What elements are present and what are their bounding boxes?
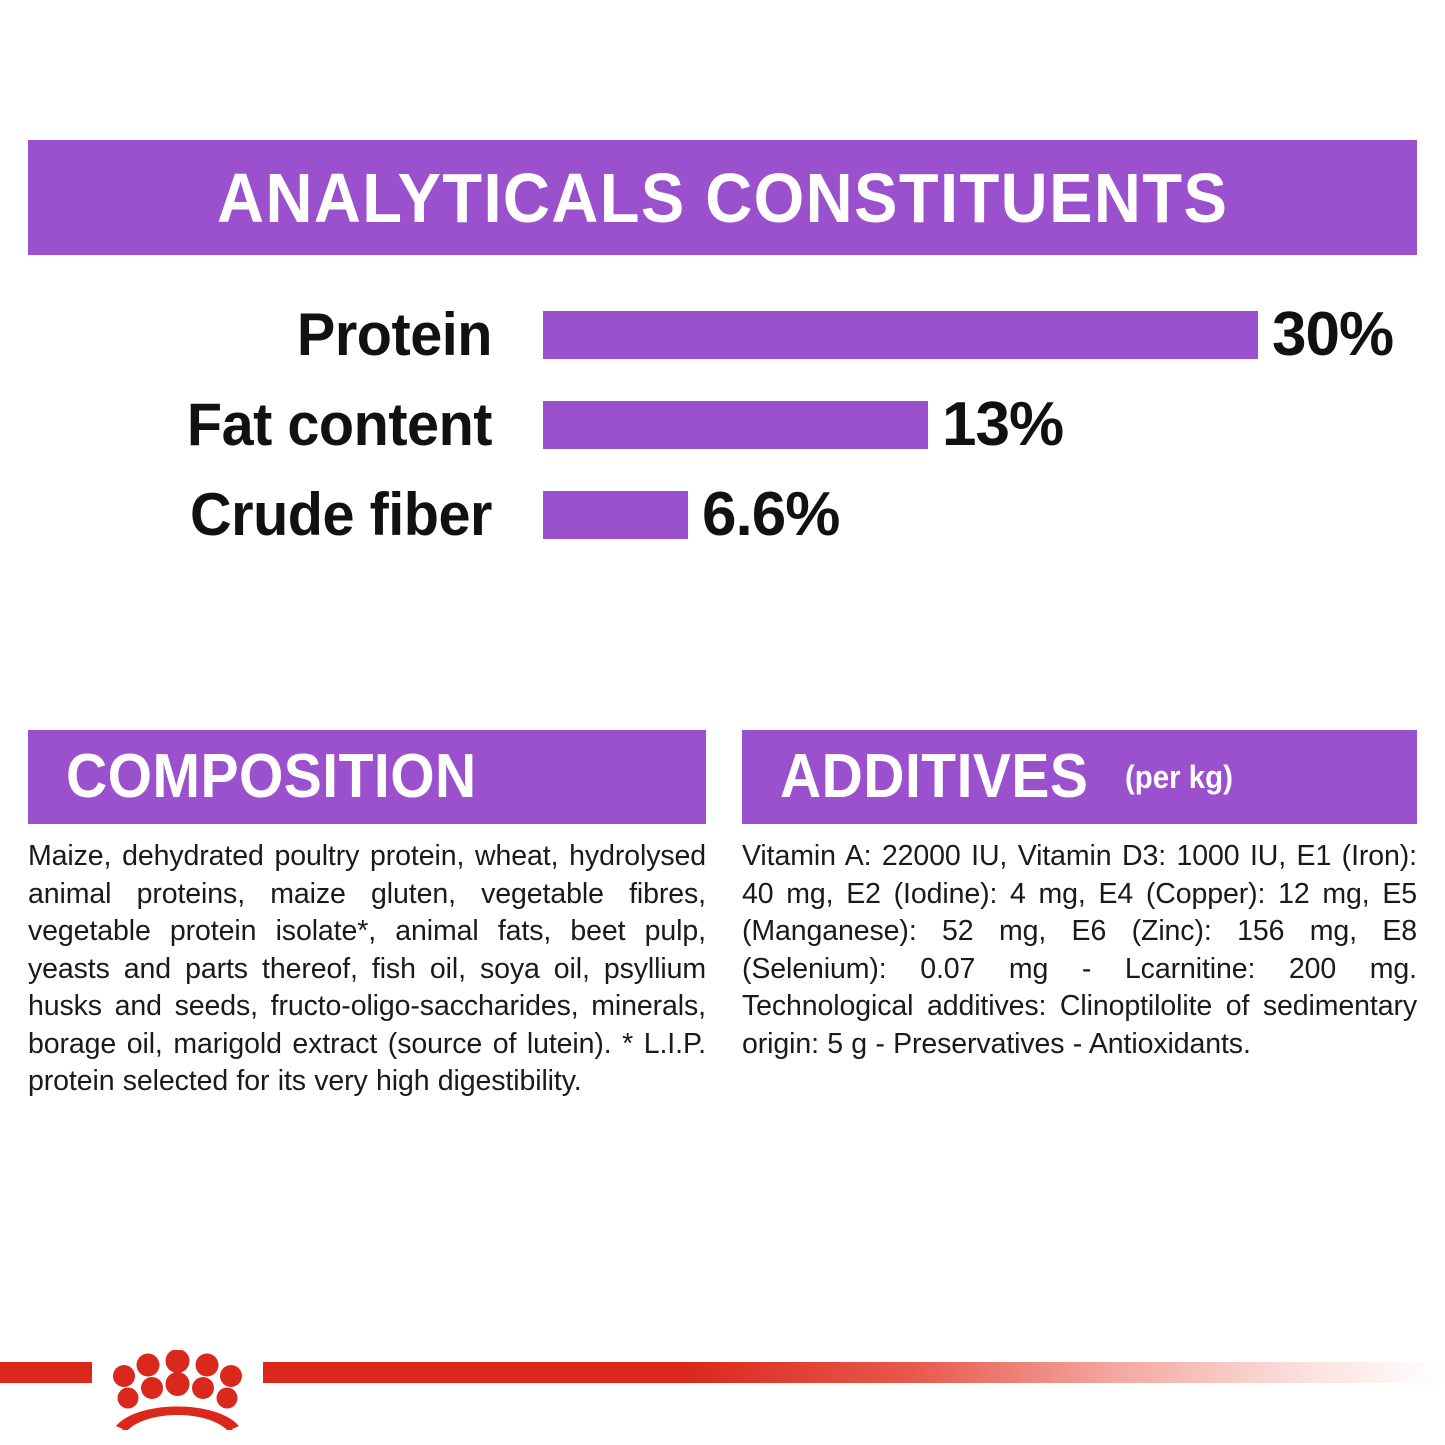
additives-body: Vitamin A: 22000 IU, Vitamin D3: 1000 IU… <box>742 840 1417 1060</box>
chart-bar-protein <box>543 311 1258 359</box>
composition-body: Maize, dehydrated poultry protein, wheat… <box>28 840 706 1097</box>
chart-bar-fat-content <box>543 401 928 449</box>
footer-rule-right <box>263 1362 1445 1383</box>
royal-canin-crown-icon <box>100 1349 255 1430</box>
footer-rule-left <box>0 1362 92 1383</box>
additives-banner: ADDITIVES (per kg) <box>742 730 1417 824</box>
analytical-constituents-chart: Protein 30% Fat content 13% Crude fiber … <box>0 290 1445 560</box>
chart-label-crude-fiber: Crude fiber <box>190 481 492 548</box>
composition-banner: COMPOSITION <box>28 730 706 824</box>
additives-subheading: (per kg) <box>1125 759 1234 795</box>
chart-row-crude-fiber: Crude fiber 6.6% <box>0 470 1445 560</box>
footer <box>0 1349 1445 1445</box>
chart-row-protein: Protein 30% <box>0 290 1445 380</box>
analytical-constituents-banner: ANALYTICALS CONSTITUENTS <box>28 140 1417 255</box>
page-title: ANALYTICALS CONSTITUENTS <box>216 158 1229 237</box>
chart-bar-group-fat-content: 13% <box>543 390 1064 459</box>
chart-bar-crude-fiber <box>543 491 688 539</box>
chart-value-protein: 30% <box>1272 300 1394 369</box>
chart-value-crude-fiber: 6.6% <box>702 480 840 549</box>
composition-heading: COMPOSITION <box>66 742 477 811</box>
composition-panel: COMPOSITION Maize, dehydrated poultry pr… <box>28 730 706 1101</box>
chart-row-fat-content: Fat content 13% <box>0 380 1445 470</box>
additives-panel: ADDITIVES (per kg) Vitamin A: 22000 IU, … <box>742 730 1417 1063</box>
additives-heading: ADDITIVES <box>780 742 1089 811</box>
chart-bar-group-crude-fiber: 6.6% <box>543 480 840 549</box>
chart-label-protein: Protein <box>296 301 493 368</box>
chart-value-fat-content: 13% <box>942 390 1064 459</box>
chart-bar-group-protein: 30% <box>543 300 1394 369</box>
chart-label-fat-content: Fat content <box>186 391 493 458</box>
